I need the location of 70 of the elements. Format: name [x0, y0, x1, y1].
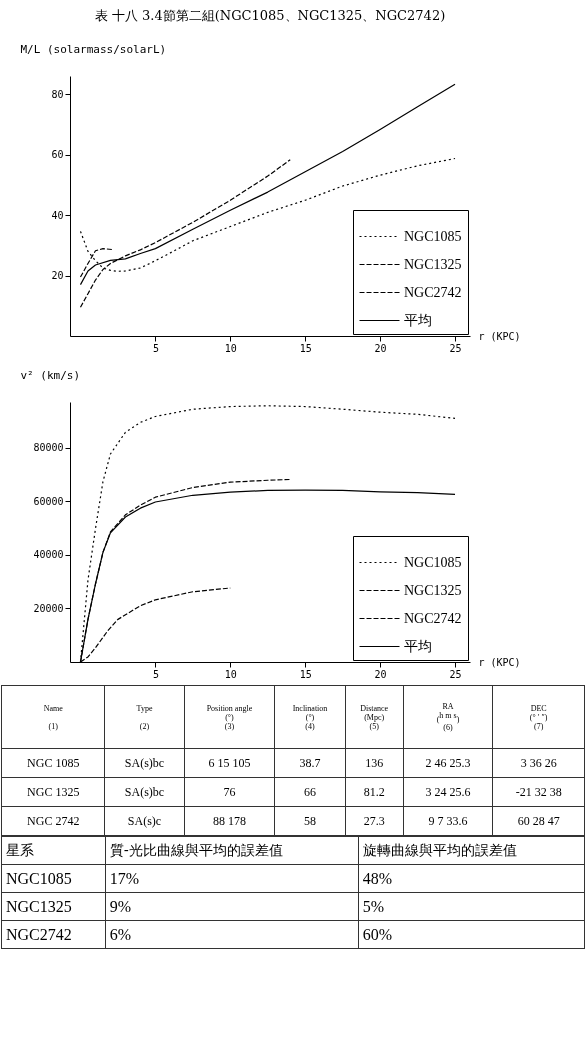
text: 27.3 [345, 806, 404, 836]
legend-label: 平均 [404, 638, 432, 654]
legend-label: NGC2742 [404, 284, 462, 300]
x-axis-title: r (KPC) [478, 656, 521, 668]
x-tick-label: 20 [374, 668, 387, 680]
text: -21 32 38 [492, 777, 585, 807]
text: 5% [358, 892, 585, 921]
y-tick-label: 80000 [33, 442, 64, 454]
category-label: 星系 [1, 836, 106, 865]
x-tick-label: 10 [224, 342, 237, 354]
y-tick-label: 40000 [33, 549, 64, 561]
text: NGC 2742 [1, 806, 105, 836]
text: 6 15 105 [184, 748, 275, 778]
y-tick-label: 60 [51, 149, 64, 161]
text: NGC1325 [1, 892, 106, 921]
category-label: Position angle (°) (3) [184, 685, 275, 749]
text: 58 [274, 806, 346, 836]
text: 48% [358, 864, 585, 893]
y-tick-label: 40 [51, 209, 64, 221]
text: 88 178 [184, 806, 275, 836]
text: 38.7 [274, 748, 346, 778]
legend-label: NGC2742 [404, 610, 462, 626]
legend-label: 平均 [404, 312, 432, 328]
text: NGC 1085 [1, 748, 105, 778]
chart-title: 表 十八 3.4節第二組(NGC1085、NGC1325、NGC2742) [94, 8, 446, 23]
text: SA(s)bc [104, 777, 185, 807]
y-tick-label: 20000 [33, 602, 64, 614]
legend-label: NGC1085 [404, 554, 462, 570]
text: 3 24 25.6 [403, 777, 493, 807]
legend-label: NGC1085 [404, 228, 462, 244]
x-tick-label: 20 [374, 342, 387, 354]
text: NGC 1325 [1, 777, 105, 807]
x-axis-title: r (KPC) [478, 330, 521, 342]
x-tick-label: 25 [449, 342, 462, 354]
y-tick-label: 80 [51, 88, 64, 100]
category-label: Inclination (°) (4) [274, 685, 346, 749]
legend-label: NGC1325 [404, 582, 462, 598]
x-tick-label: 15 [299, 668, 312, 680]
text: 60 28 47 [492, 806, 585, 836]
x-tick-label: 5 [152, 668, 159, 680]
category-label: 質-光比曲線與平均的誤差值 [105, 836, 359, 865]
text: 3 36 26 [492, 748, 585, 778]
text: 66 [274, 777, 346, 807]
text: 9 7 33.6 [403, 806, 493, 836]
category-label: 旋轉曲線與平均的誤差值 [358, 836, 585, 865]
y-tick-label: 20 [51, 270, 64, 282]
category-label: Distance (Mpc) (5) [345, 685, 404, 749]
text: 76 [184, 777, 275, 807]
category-label: DEC (° ′ ″) (7) [492, 685, 585, 749]
text: 81.2 [345, 777, 404, 807]
x-tick-label: 25 [449, 668, 462, 680]
text: 17% [105, 864, 359, 893]
x-tick-label: 15 [299, 342, 312, 354]
text: 2 46 25.3 [403, 748, 493, 778]
legend-label: NGC1325 [404, 256, 462, 272]
x-tick-label: 5 [152, 342, 159, 354]
text: NGC2742 [1, 920, 106, 949]
y-axis-title: v² (km/s) [20, 368, 81, 382]
text: 6% [105, 920, 359, 949]
text: 136 [345, 748, 404, 778]
text: SA(s)c [104, 806, 185, 836]
category-label: Type (2) [104, 685, 185, 749]
category-label: Name (1) [1, 685, 105, 749]
text: SA(s)bc [104, 748, 185, 778]
text: NGC1085 [1, 864, 106, 893]
x-tick-label: 10 [224, 668, 237, 680]
text: 60% [358, 920, 585, 949]
y-tick-label: 60000 [33, 495, 64, 507]
y-axis-title: M/L (solarmass/solarL) [20, 42, 167, 56]
text: 9% [105, 892, 359, 921]
